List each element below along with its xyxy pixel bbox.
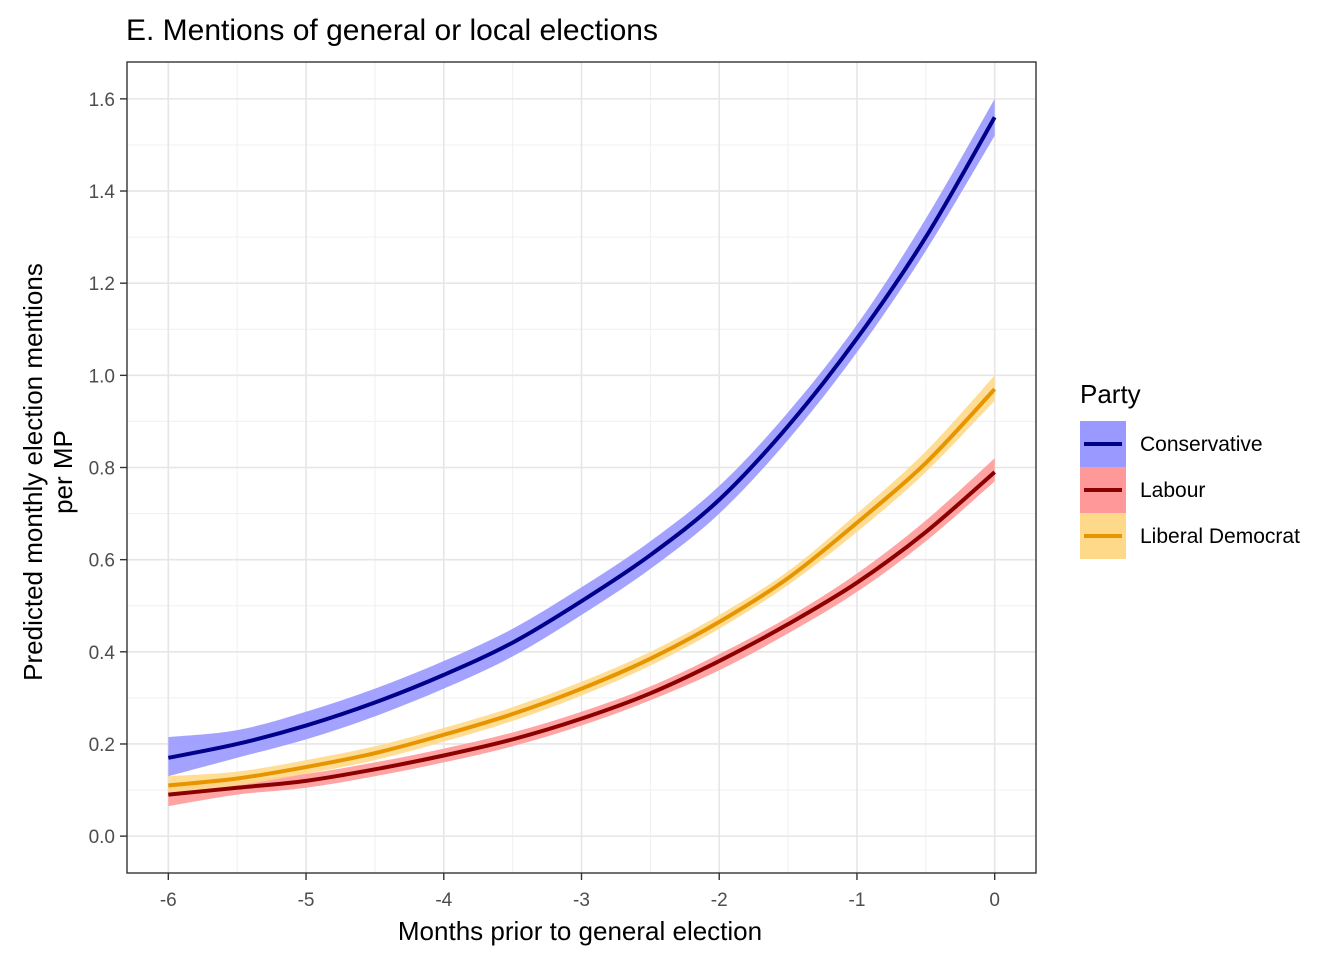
x-tick-label: 0 xyxy=(989,890,1000,911)
y-tick-label: 0.8 xyxy=(89,459,115,480)
x-axis: -6 -5 -4 -3 -2 -1 0 xyxy=(160,873,1000,911)
legend-label: Liberal Democrat xyxy=(1140,525,1300,548)
line-conservative xyxy=(167,116,997,760)
x-tick-label: -2 xyxy=(711,890,728,911)
legend-label: Labour xyxy=(1140,479,1205,502)
legend-item-liberal-democrat: Liberal Democrat xyxy=(1080,513,1300,559)
y-axis-label-line-1: Predicted monthly election mentions xyxy=(18,263,48,681)
legend-item-conservative: Conservative xyxy=(1080,421,1263,467)
y-tick-label: 1.0 xyxy=(89,366,115,387)
x-tick-label: -5 xyxy=(298,890,315,911)
chart-title: E. Mentions of general or local election… xyxy=(126,14,658,47)
legend-title: Party xyxy=(1080,379,1141,409)
line-liberal-democrat xyxy=(168,387,997,788)
x-tick-label: -4 xyxy=(435,890,452,911)
line-labour xyxy=(168,470,996,797)
x-tick-label: -6 xyxy=(160,890,177,911)
x-tick-label: -3 xyxy=(573,890,590,911)
y-tick-label: 1.6 xyxy=(89,90,115,111)
legend: Party Conservative Labour Liberal Democrat xyxy=(1080,379,1300,559)
x-axis-label: Months prior to general election xyxy=(398,916,762,946)
y-tick-label: 0.2 xyxy=(89,735,115,756)
legend-item-labour: Labour xyxy=(1080,467,1205,513)
y-tick-label: 0.0 xyxy=(89,827,115,848)
y-tick-label: 1.4 xyxy=(89,182,116,203)
y-tick-label: 0.6 xyxy=(89,551,115,572)
y-tick-label: 0.4 xyxy=(89,643,116,664)
legend-label: Conservative xyxy=(1140,433,1263,456)
y-tick-label: 1.2 xyxy=(89,274,115,295)
x-tick-label: -1 xyxy=(849,890,866,911)
y-axis-label-line-2: per MP xyxy=(48,430,78,514)
y-axis: 0.0 0.2 0.4 0.6 0.8 1.0 1.2 1.4 1.6 xyxy=(89,90,127,848)
series-lines xyxy=(167,116,997,797)
